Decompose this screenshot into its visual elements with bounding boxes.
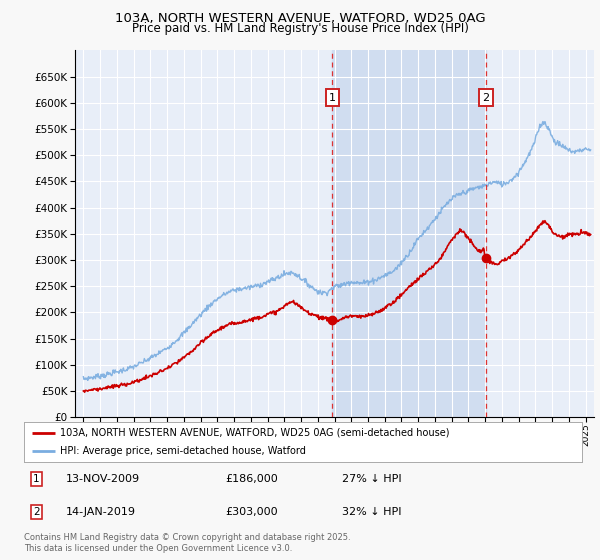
Text: £186,000: £186,000 <box>225 474 278 484</box>
Text: 2: 2 <box>482 92 490 102</box>
Text: 13-NOV-2009: 13-NOV-2009 <box>66 474 140 484</box>
Text: 1: 1 <box>329 92 336 102</box>
Text: Contains HM Land Registry data © Crown copyright and database right 2025.
This d: Contains HM Land Registry data © Crown c… <box>24 533 350 553</box>
Bar <box>332 50 486 417</box>
Text: £303,000: £303,000 <box>225 507 278 517</box>
Text: 32% ↓ HPI: 32% ↓ HPI <box>342 507 401 517</box>
Text: 27% ↓ HPI: 27% ↓ HPI <box>342 474 401 484</box>
Text: 103A, NORTH WESTERN AVENUE, WATFORD, WD25 0AG (semi-detached house): 103A, NORTH WESTERN AVENUE, WATFORD, WD2… <box>60 428 450 437</box>
Text: 1: 1 <box>33 474 40 484</box>
Text: 103A, NORTH WESTERN AVENUE, WATFORD, WD25 0AG: 103A, NORTH WESTERN AVENUE, WATFORD, WD2… <box>115 12 485 25</box>
Text: HPI: Average price, semi-detached house, Watford: HPI: Average price, semi-detached house,… <box>60 446 306 456</box>
Text: Price paid vs. HM Land Registry's House Price Index (HPI): Price paid vs. HM Land Registry's House … <box>131 22 469 35</box>
Text: 2: 2 <box>33 507 40 517</box>
Text: 14-JAN-2019: 14-JAN-2019 <box>66 507 136 517</box>
